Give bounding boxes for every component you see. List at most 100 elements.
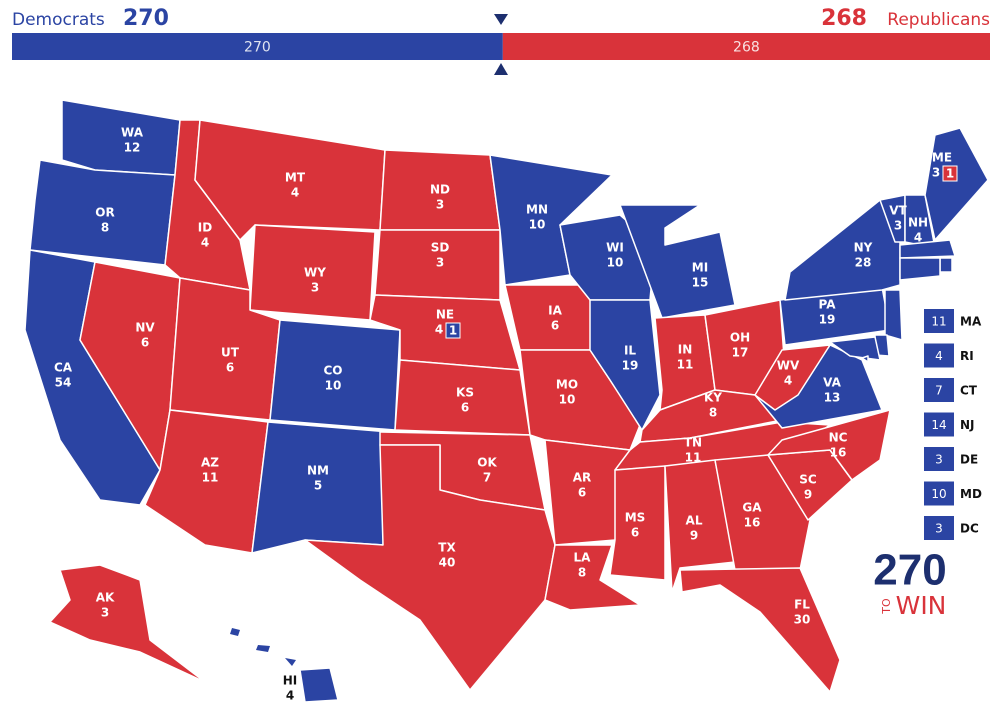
state-abbr: VA [823,376,841,390]
state-votes: 11 [677,358,694,372]
state-abbr: AL [686,514,703,528]
state-abbr: NE [436,308,454,322]
state-abbr: KS [456,386,474,400]
state [829,336,881,361]
state-votes: 40 [439,556,456,570]
state-votes: 13 [824,391,841,405]
state-abbr: AK [96,591,115,605]
callout-votes: 11 [931,315,946,329]
district-votes: 1 [946,167,954,181]
state-votes: 6 [461,401,469,415]
small-state-list: 11 MA 4 RI 7 CT 14 NJ 3 DE 10 MD 3 DC [924,309,982,540]
state-abbr: NH [908,216,928,230]
state-abbr: WI [606,241,624,255]
state-abbr: ME [932,151,952,165]
state-votes: 6 [631,526,639,540]
state-votes: 17 [732,346,749,360]
state-votes: 16 [744,516,761,530]
callout-box [924,481,954,506]
state [679,567,841,693]
callout-votes: 10 [931,487,946,501]
state-abbr: NC [829,431,848,445]
state-island [230,628,240,636]
state-votes: 4 [435,323,443,337]
callout-abbr: RI [960,349,974,363]
state-votes: 19 [819,313,836,327]
state-abbr: FL [794,598,810,612]
state-votes: 10 [607,256,624,270]
state-abbr: WY [304,266,326,280]
state-votes: 19 [622,359,639,373]
state [49,564,206,683]
state-votes: 54 [55,376,72,390]
state-abbr: PA [819,298,837,312]
state-abbr: KY [704,391,722,405]
state-abbr: CO [323,364,342,378]
callout-abbr: CT [960,384,978,398]
rep-bar-label: 268 [733,40,760,56]
state-abbr: MS [625,511,646,525]
tally-bar: 270 268 [12,14,990,75]
state-abbr: TN [684,436,702,450]
state-votes: 9 [804,488,812,502]
dem-bar [12,33,503,60]
state-votes: 11 [685,451,702,465]
callout-votes: 3 [935,453,943,467]
callout-box [924,343,954,368]
state-abbr: OR [95,206,114,220]
state-abbr: ND [430,183,450,197]
state-abbr: AR [573,471,592,485]
state-abbr: VT [889,204,907,218]
state-votes: 3 [101,606,109,620]
state-abbr: MI [692,261,708,275]
state-votes: 16 [830,446,847,460]
callout-votes: 14 [931,418,946,432]
state-abbr: ID [198,221,212,235]
state-votes: 15 [692,276,709,290]
state-votes: 6 [578,486,586,500]
state-abbr: CA [54,361,73,375]
logo-small: TO [880,598,893,615]
state-abbr: AZ [201,456,219,470]
rep-name: Republicans [887,10,990,30]
state-votes: 3 [436,256,444,270]
state [884,289,903,341]
state-votes: 5 [314,479,322,493]
state-votes: 3 [436,198,444,212]
dem-name: Democrats [12,10,105,30]
state [899,257,941,281]
state [544,544,641,611]
state-abbr: SD [431,241,450,255]
callout-abbr: MA [960,315,982,329]
rep-total: 268 [821,6,867,31]
callout-box [924,309,954,333]
state-votes: 4 [291,186,299,200]
callout-abbr: DE [960,453,978,467]
state-abbr: IL [624,344,636,358]
state-abbr: MO [556,378,578,392]
state-votes: 4 [914,231,922,245]
state-votes: 4 [201,236,209,250]
state-abbr: TX [438,541,456,555]
state [664,459,736,593]
state [754,344,831,411]
callout-votes: 7 [935,384,943,398]
district-box [445,322,461,339]
state-votes: 9 [690,529,698,543]
callout-abbr: MD [960,487,982,501]
callout-box [924,447,954,471]
state-votes: 4 [784,374,792,388]
state-abbr: HI [283,674,298,688]
dem-total: 270 [123,6,169,31]
callout-abbr: DC [960,522,979,536]
state [939,257,953,273]
state-abbr: NM [307,464,329,478]
state-abbr: NV [135,321,155,335]
state-votes: 10 [529,218,546,232]
state [861,355,869,363]
state [299,667,339,703]
state-abbr: OH [730,331,750,345]
callout-box [924,412,954,437]
midpoint-marker [494,63,508,75]
